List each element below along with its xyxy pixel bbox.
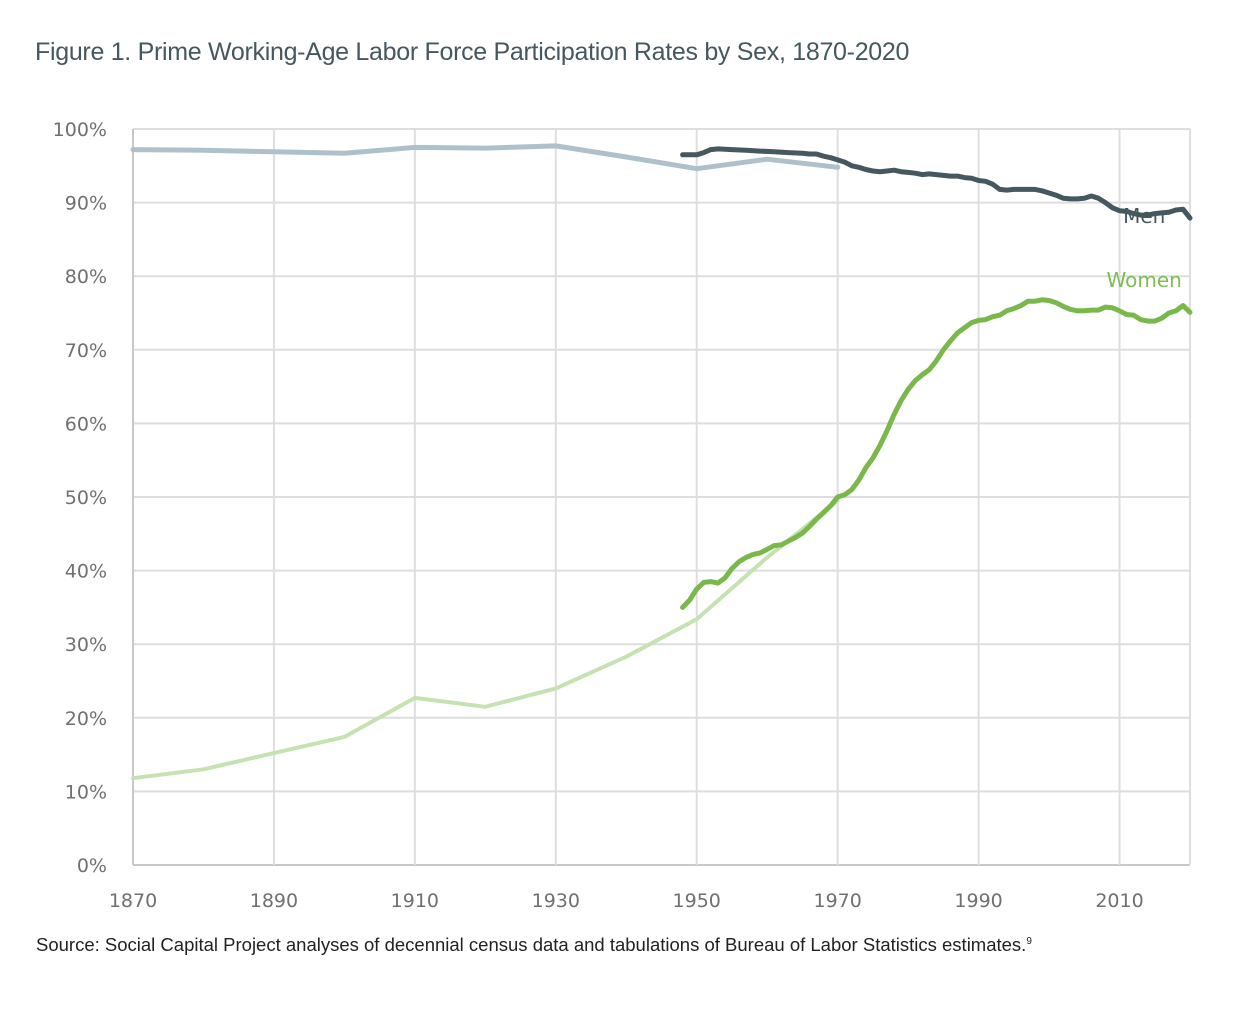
line-chart: 0%10%20%30%40%50%60%70%80%90%100% 1870 18… (53, 119, 1193, 912)
y-tick-label: 80% (65, 266, 107, 288)
x-tick-label: 1930 (532, 890, 580, 912)
y-tick-label: 10% (65, 781, 107, 803)
x-tick-label: 1890 (250, 890, 298, 912)
series-label-men: Men (1123, 204, 1165, 228)
y-tick-label: 50% (65, 487, 107, 509)
y-tick-label: 70% (65, 340, 107, 362)
source-text: Source: Social Capital Project analyses … (36, 934, 1027, 956)
x-tick-label: 1950 (673, 890, 721, 912)
y-tick-label: 40% (65, 561, 107, 583)
x-tick-label: 1910 (391, 890, 439, 912)
y-tick-label: 30% (65, 634, 107, 656)
series-line-women-bls (680, 297, 1193, 610)
series-line-women-decennial-census (131, 498, 840, 781)
x-tick-label: 1990 (954, 890, 1002, 912)
x-tick-label: 1870 (109, 890, 157, 912)
series-line-men-bls (680, 146, 1193, 221)
y-tick-label: 90% (65, 193, 107, 215)
gridlines (132, 128, 1191, 866)
series-lines (130, 143, 1193, 781)
x-tick-label: 2010 (1095, 890, 1143, 912)
y-axis-tick-labels: 0% 10% 20% 30% 40% 50% 60% 70% 80% 90% 100% (53, 119, 107, 877)
series-labels: Men Women (1107, 204, 1182, 292)
y-tick-label: 60% (65, 413, 107, 435)
source-note: Source: Social Capital Project analyses … (36, 930, 1206, 957)
y-tick-label: 0% (77, 855, 107, 877)
y-tick-label: 100% (53, 119, 107, 141)
x-tick-label: 1970 (813, 890, 861, 912)
chart-title: Figure 1. Prime Working-Age Labor Force … (35, 38, 910, 66)
series-label-women: Women (1107, 268, 1182, 292)
x-axis-tick-labels: 1870 1890 1910 1930 1950 1970 1990 2010 (109, 890, 1144, 912)
series-line-men-decennial-census (130, 143, 841, 172)
y-tick-label: 20% (65, 708, 107, 730)
footnote-marker: 9 (1026, 936, 1032, 947)
